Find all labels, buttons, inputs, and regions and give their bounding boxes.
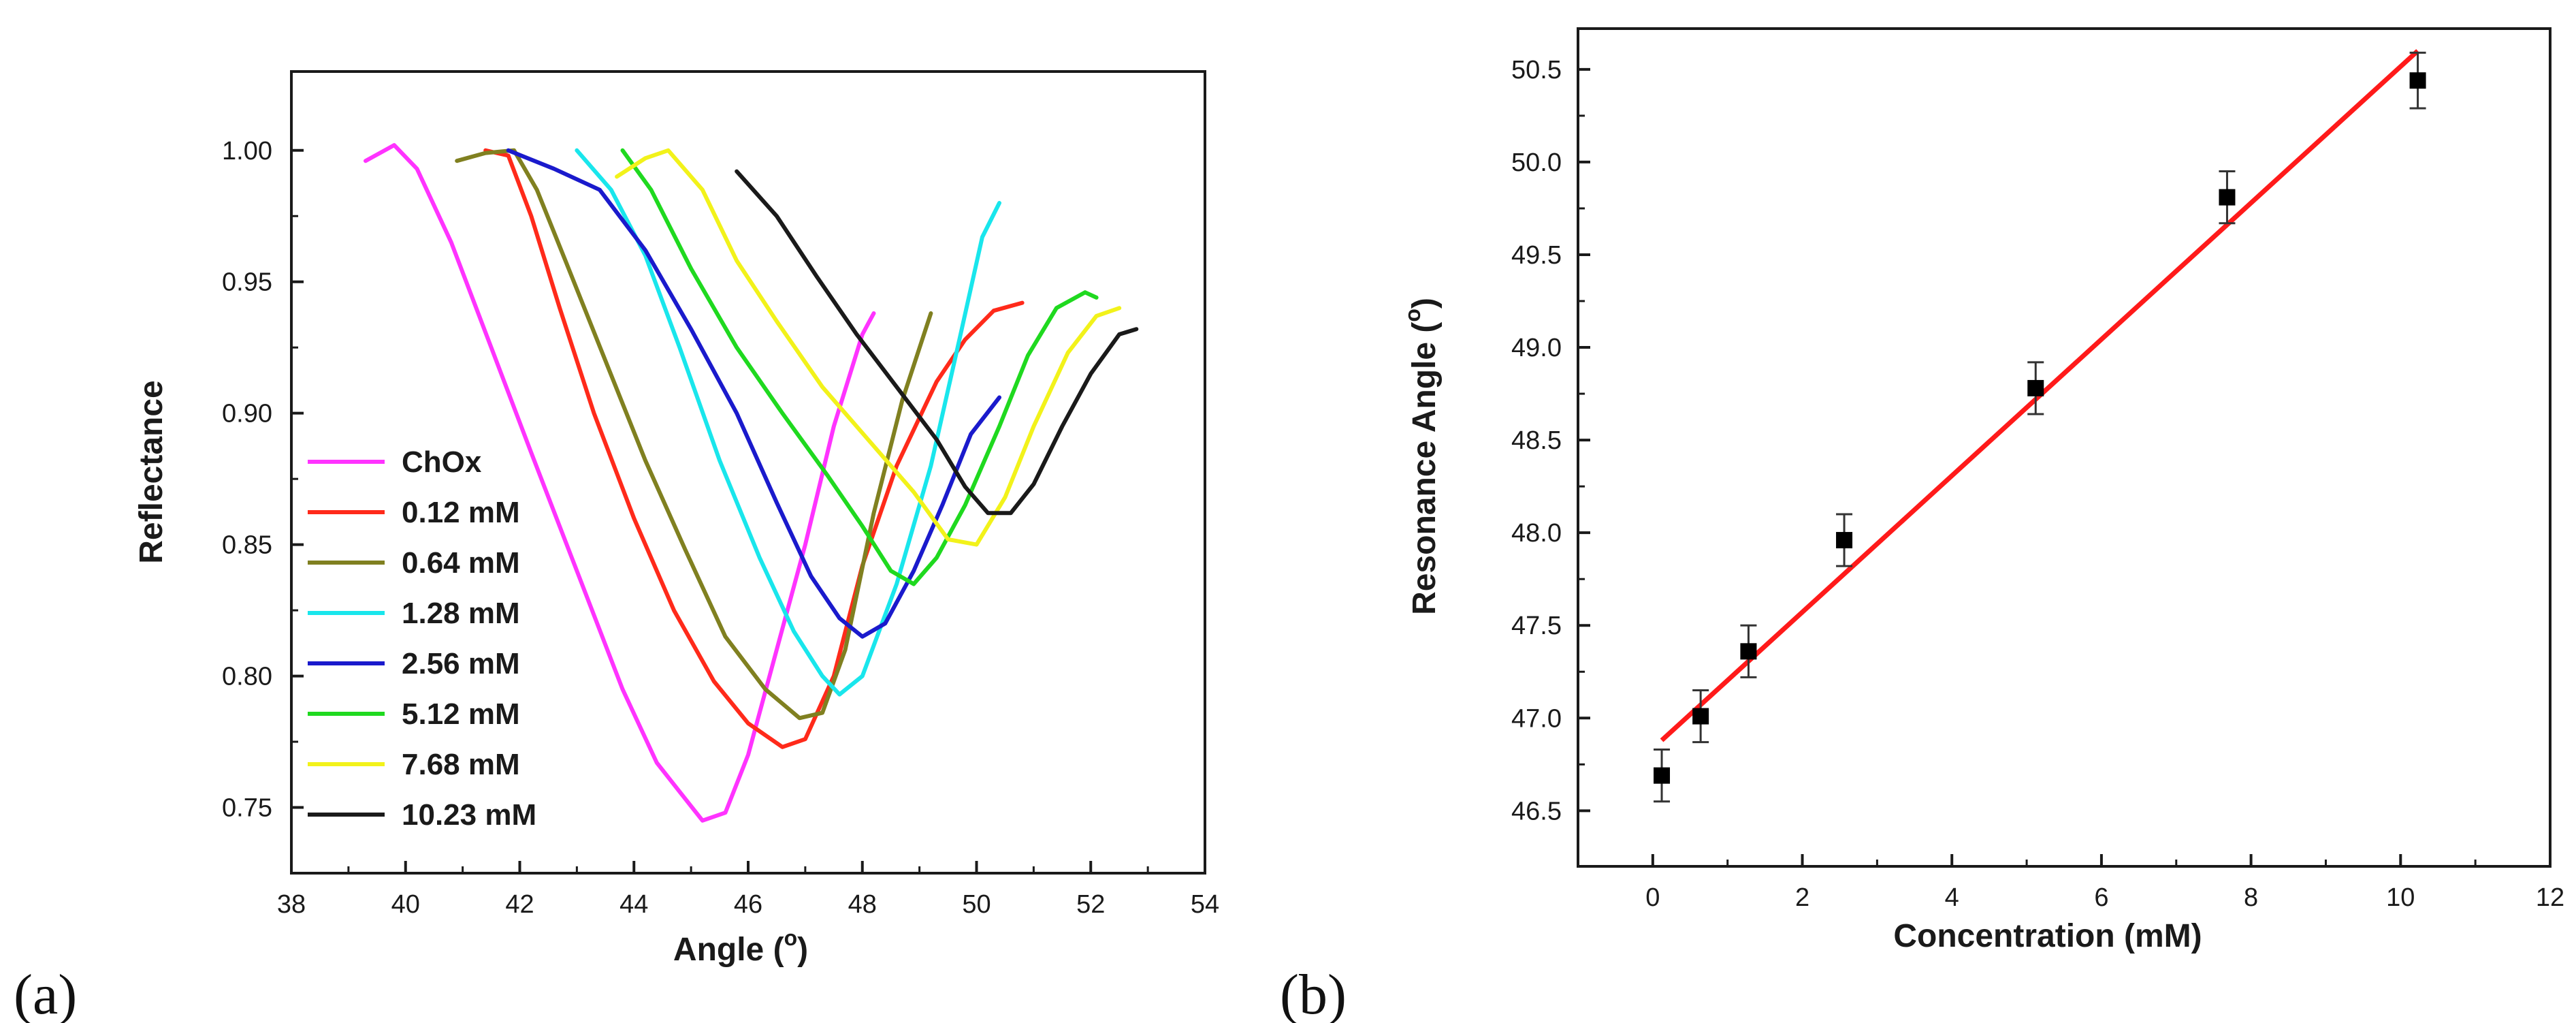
y-axis-ticks: 46.5 47.0 47.5 48.0 48.5 49.0 49.5 50.0 50.5 xyxy=(1511,56,1590,825)
x-tick-label: 38 xyxy=(277,890,306,919)
x-tick-label: 52 xyxy=(1076,890,1105,919)
series-line-6 xyxy=(620,148,1099,586)
reflectance-chart: 0.75 0.80 0.85 0.90 0.95 1.00 38 40 42 44 46 48 50 5… xyxy=(14,70,1219,1023)
x-axis-label: Angle (o) xyxy=(673,926,808,968)
data-points xyxy=(1654,51,2426,803)
legend-label: 0.64 mM xyxy=(402,546,520,580)
series-line-1 xyxy=(364,143,876,823)
series-line-3 xyxy=(455,148,933,721)
x-tick-label: 2 xyxy=(1795,883,1809,912)
y-tick-label: 0.80 xyxy=(222,663,272,691)
panel-label-a: (a) xyxy=(14,963,77,1023)
y-tick-label: 49.5 xyxy=(1511,241,1562,270)
legend-label: 2.56 mM xyxy=(402,647,520,680)
series-line-8 xyxy=(735,169,1139,516)
series-line-4 xyxy=(575,148,1001,697)
x-tick-label: 8 xyxy=(2244,883,2258,912)
series-line-2 xyxy=(483,148,1025,749)
x-tick-label: 44 xyxy=(619,890,648,919)
series-line-7 xyxy=(615,148,1122,547)
y-tick-label: 48.0 xyxy=(1511,519,1562,548)
x-tick-label: 46 xyxy=(734,890,762,919)
data-point-5 xyxy=(2027,379,2044,396)
y-tick-label: 50.5 xyxy=(1511,56,1562,84)
y-tick-label: 1.00 xyxy=(222,137,272,166)
x-axis-ticks: 0 2 4 6 8 10 12 xyxy=(1645,854,2564,912)
data-point-7 xyxy=(2409,72,2426,89)
data-point-4 xyxy=(1836,532,1853,549)
legend-label: 0.12 mM xyxy=(402,496,520,529)
spectrum-curves xyxy=(364,143,1139,823)
x-tick-label: 40 xyxy=(391,890,420,919)
y-tick-label: 46.5 xyxy=(1511,797,1562,825)
y-axis-label: Reflectance xyxy=(133,380,170,563)
y-axis-label: Resonance Angle (o) xyxy=(1400,298,1443,615)
x-tick-label: 0 xyxy=(1645,883,1660,912)
legend-label: 1.28 mM xyxy=(402,597,520,630)
y-tick-label: 0.85 xyxy=(222,531,272,560)
data-point-2 xyxy=(1692,708,1709,725)
legend: ChOx 0.12 mM 0.64 mM 1.28 mM 2.56 mM 5.12 mM 7… xyxy=(308,445,536,832)
x-tick-label: 6 xyxy=(2094,883,2108,912)
x-tick-label: 4 xyxy=(1945,883,1959,912)
legend-label: 5.12 mM xyxy=(402,697,520,731)
y-tick-label: 0.95 xyxy=(222,268,272,297)
x-tick-label: 10 xyxy=(2386,883,2415,912)
x-axis-ticks: 38 40 42 44 46 48 50 52 54 xyxy=(277,861,1219,919)
calibration-chart: 46.5 47.0 47.5 48.0 48.5 49.0 49.5 50.0 50.5 0 2 4… xyxy=(1280,27,2564,1023)
x-tick-label: 12 xyxy=(2536,883,2564,912)
y-tick-label: 50.0 xyxy=(1511,148,1562,177)
x-tick-label: 48 xyxy=(848,890,877,919)
y-tick-label: 0.75 xyxy=(222,794,272,823)
panel-label-b: (b) xyxy=(1280,963,1347,1023)
data-point-6 xyxy=(2219,189,2236,206)
x-tick-label: 50 xyxy=(962,890,991,919)
y-tick-label: 47.0 xyxy=(1511,704,1562,733)
y-tick-label: 0.90 xyxy=(222,400,272,428)
x-axis-label: Concentration (mM) xyxy=(1893,918,2202,954)
y-axis-ticks: 0.75 0.80 0.85 0.90 0.95 1.00 xyxy=(222,137,304,823)
x-tick-label: 54 xyxy=(1191,890,1219,919)
series-line-5 xyxy=(506,148,1001,639)
legend-label: 10.23 mM xyxy=(402,798,536,832)
y-tick-label: 48.5 xyxy=(1511,426,1562,455)
y-tick-label: 47.5 xyxy=(1511,612,1562,640)
plot-frame-b xyxy=(1577,27,2551,868)
x-tick-label: 42 xyxy=(505,890,534,919)
data-point-1 xyxy=(1654,767,1671,784)
legend-label: ChOx xyxy=(402,445,482,479)
y-tick-label: 49.0 xyxy=(1511,334,1562,362)
data-point-3 xyxy=(1740,643,1757,660)
legend-label: 7.68 mM xyxy=(402,748,520,781)
